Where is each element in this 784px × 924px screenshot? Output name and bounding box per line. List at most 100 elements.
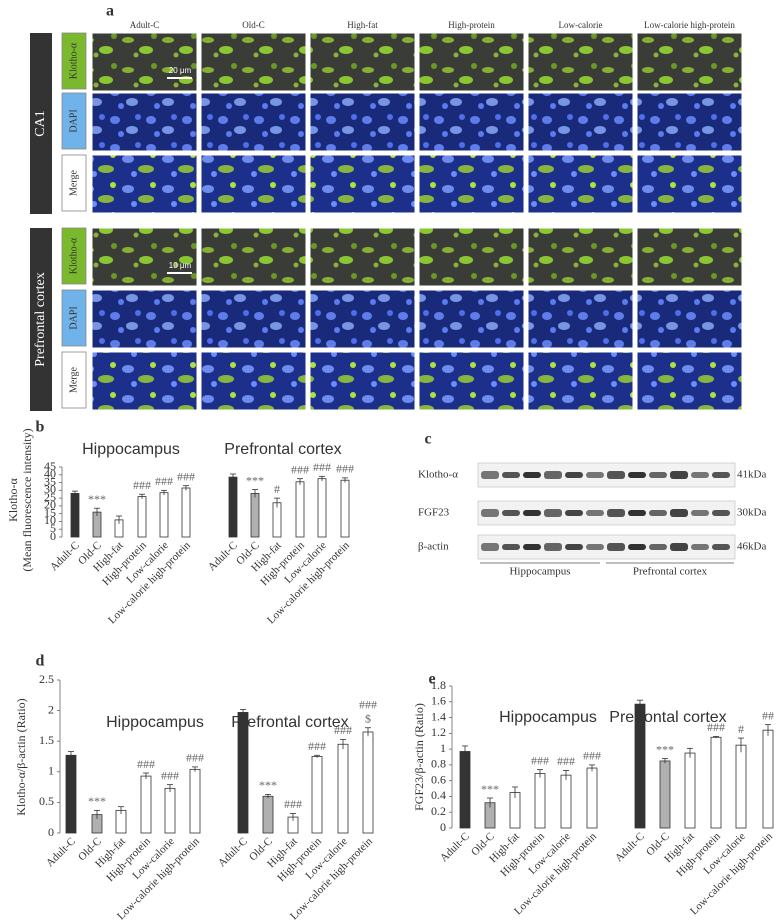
row-label-box: [61, 227, 87, 285]
y-tick-label: 1: [440, 741, 446, 755]
blot-band: [691, 472, 709, 478]
micrograph: [200, 32, 307, 92]
y-tick-label: 2.5: [39, 672, 54, 686]
y-tick-label: 0.5: [39, 794, 54, 808]
micrograph: [91, 154, 198, 214]
y-tick-label: 40: [44, 467, 56, 481]
y-tick-label: 1: [48, 764, 54, 778]
column-header: Low-calorie: [559, 20, 603, 30]
y-tick-label: 20: [44, 498, 56, 512]
y-tick-label: 1.5: [39, 733, 54, 747]
x-tick-label: Adult-C: [438, 830, 472, 864]
bar: [262, 795, 274, 834]
bar: [189, 768, 201, 834]
micrograph: [200, 351, 307, 411]
panel-letter: b: [36, 419, 45, 436]
blot-band: [523, 510, 541, 516]
micrograph: [200, 154, 307, 214]
micrograph: [200, 227, 307, 287]
blot-band: [649, 544, 667, 550]
blot-band: [628, 544, 646, 550]
y-tick-label: 2: [48, 702, 54, 716]
micrograph: [527, 92, 634, 152]
y-tick-label: 1.8: [431, 678, 446, 692]
bar: [735, 744, 747, 829]
micrograph: [91, 289, 198, 349]
blot-band: [691, 544, 709, 550]
blot-label: β-actin: [418, 541, 449, 553]
blot-band: [712, 544, 730, 550]
blot-band: [502, 510, 520, 516]
significance-label: ###: [291, 462, 309, 476]
group-bar: [30, 228, 52, 411]
micrograph: [91, 32, 198, 92]
row-label-box: [61, 92, 87, 150]
blot-band: [670, 543, 688, 551]
y-tick-label: 0.6: [431, 772, 446, 786]
significance-label: ***: [259, 778, 277, 792]
blot-size: 30kDa: [737, 507, 766, 519]
significance-label: ***: [656, 742, 674, 756]
bar: [560, 774, 572, 829]
blot-band: [586, 472, 604, 478]
micrograph: [91, 227, 198, 287]
y-tick-label: 25: [44, 490, 56, 504]
blot-band: [544, 543, 562, 551]
micrograph: [200, 92, 307, 152]
row-label-box: [61, 289, 87, 347]
significance-label: ###: [155, 474, 173, 488]
column-header: Old-C: [242, 20, 265, 30]
y-axis-label: Klotho-α/β-actin (Ratio): [14, 698, 28, 815]
y-axis-label: (Mean fluorescence intensity): [20, 428, 34, 571]
group-title: Prefrontal cortex: [224, 441, 341, 458]
micrograph: [527, 32, 634, 92]
blot-group-label: Hippocampus: [509, 566, 570, 578]
blot-band: [670, 471, 688, 479]
bar: [762, 729, 774, 829]
blot-size: 41kDa: [737, 469, 766, 481]
significance-label: ###: [186, 751, 204, 765]
blot-group-label: Prefrontal cortex: [633, 566, 708, 578]
x-tick-label: Adult-C: [206, 539, 240, 573]
micrograph: [527, 289, 634, 349]
significance-label: ##: [762, 708, 774, 722]
significance-label: ###: [336, 462, 354, 476]
micrograph: [418, 154, 525, 214]
row-label: Merge: [68, 169, 79, 195]
x-tick-label: Adult-C: [44, 835, 78, 869]
blot-band: [649, 510, 667, 516]
significance-label: ***: [88, 492, 106, 506]
bar: [237, 712, 249, 834]
y-axis-label: Klotho-α: [6, 477, 20, 521]
significance-label: ***: [88, 794, 106, 808]
blot-band: [565, 544, 583, 550]
group-title: Hippocampus: [82, 441, 180, 458]
y-tick-label: 35: [44, 474, 56, 488]
bar: [272, 502, 282, 538]
blot-band: [586, 544, 604, 550]
bar: [659, 760, 671, 829]
significance-label: ###: [133, 478, 151, 492]
bar: [181, 487, 191, 538]
significance-label: ###: [313, 460, 331, 474]
x-tick-label: Adult-C: [613, 830, 647, 864]
blot-band: [712, 472, 730, 478]
scale-bar-label: 20 μm: [169, 66, 192, 75]
micrograph: [418, 32, 525, 92]
blot-band: [481, 543, 499, 551]
panel-letter: e: [428, 671, 435, 688]
row-label-box: [61, 154, 87, 212]
blot-band: [670, 509, 688, 517]
blot-label: Klotho-α: [418, 469, 458, 481]
group-bar: [30, 33, 52, 214]
micrograph: [309, 154, 416, 214]
row-label: Klotho-α: [68, 42, 79, 79]
blot-band: [628, 510, 646, 516]
blot-band: [544, 509, 562, 517]
bar: [337, 743, 349, 834]
micrograph: [418, 92, 525, 152]
bar: [684, 752, 696, 829]
micrograph: [309, 92, 416, 152]
scale-bar-label: 10 μm: [169, 261, 192, 270]
x-tick-label: Adult-C: [216, 835, 250, 869]
